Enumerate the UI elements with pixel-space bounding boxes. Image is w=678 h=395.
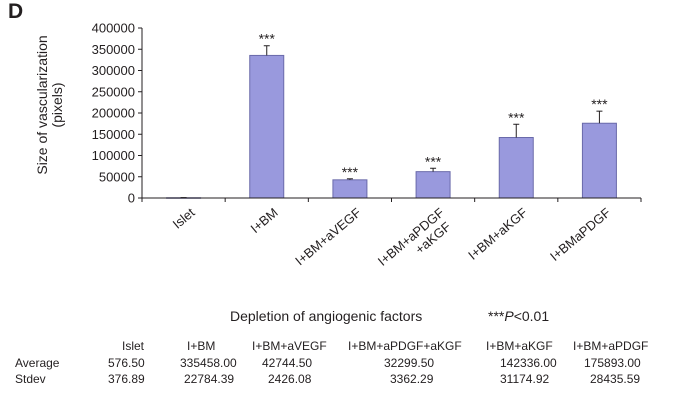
y-axis-label-line: Size of vascularization	[34, 35, 50, 174]
y-tick-label: 100000	[92, 148, 135, 163]
x-tick-label-line: I+BM	[248, 205, 281, 236]
bar	[498, 137, 534, 199]
stats-cell: 28435.59	[590, 372, 641, 386]
stats-header: I+BM+aVEGF	[252, 339, 327, 353]
y-tick-label: 200000	[92, 106, 135, 121]
bar	[415, 171, 451, 199]
y-tick-label: 0	[128, 191, 135, 206]
stats-cell: 22784.39	[184, 372, 235, 386]
stats-header-row: Islet I+BM I+BM+aVEGF I+BM+aPDGF+aKGF I+…	[0, 339, 678, 355]
stats-row-stdev: Stdev 376.89 22784.39 2426.08 3362.29 31…	[0, 372, 678, 388]
x-tick-label: I+BM+aVEGF	[292, 205, 364, 269]
bar-chart: Size of vascularization (pixels) 0 50000 10…	[34, 21, 642, 280]
y-tick-label: 400000	[92, 21, 135, 36]
stats-cell: 42744.50	[262, 356, 313, 370]
stats-cell: 3362.29	[390, 372, 434, 386]
stats-cell: 335458.00	[180, 356, 237, 370]
y-axis-label: Size of vascularization (pixels)	[34, 35, 65, 174]
significance-note-p: P	[504, 308, 514, 324]
significance-note: ***P<0.01	[488, 308, 549, 324]
x-tick-label-line: I+BM+aVEGF	[292, 205, 364, 269]
stats-header: I+BM+aPDGF	[573, 339, 649, 353]
significance-mark: ***	[591, 96, 608, 112]
y-tick-label: 150000	[92, 127, 135, 142]
stats-header: I+BM+aKGF	[486, 339, 553, 353]
stats-cell: 576.50	[108, 356, 145, 370]
y-tick-label: 300000	[92, 63, 135, 78]
stats-row-average: Average 576.50 335458.00 42744.50 32299.…	[0, 356, 678, 372]
significance-note-threshold: <0.01	[513, 308, 550, 324]
significance-mark: ***	[508, 109, 525, 125]
bar	[249, 54, 285, 199]
stats-cell: 32299.50	[384, 356, 435, 370]
stats-header: I+BM+aPDGF+aKGF	[348, 339, 462, 353]
x-axis: Islet I+BM I+BM+aVEGF I+BM+aPDGF+aKGF I+BM+a…	[141, 197, 642, 280]
stats-cell: 2426.08	[268, 372, 312, 386]
stats-row-label: Stdev	[15, 372, 46, 386]
x-axis-label: Depletion of angiogenic factors	[230, 308, 423, 324]
bars	[166, 54, 617, 199]
bar	[332, 179, 368, 199]
stats-header: Islet	[122, 339, 145, 353]
x-tick-label: I+BMaPDGF	[547, 205, 613, 264]
x-tick-label-line: I+BMaPDGF	[547, 205, 613, 264]
stats-cell: 376.89	[108, 372, 145, 386]
significance-mark: ***	[259, 31, 276, 47]
x-tick-label-line: Islet	[170, 205, 198, 232]
x-tick-label: I+BM+aPDGF+aKGF	[375, 205, 457, 280]
stats-cell: 142336.00	[500, 356, 557, 370]
y-tick-label: 350000	[92, 42, 135, 57]
significance-note-stars: ***	[488, 308, 505, 324]
y-axis: 0 50000 100000 150000 200000 250000 300000 3500…	[92, 21, 143, 206]
x-tick-label-line: I+BM+aKGF	[465, 205, 530, 263]
y-tick-label: 50000	[99, 169, 135, 184]
x-tick-label: I+BM+aKGF	[465, 205, 530, 263]
stats-row-label: Average	[15, 356, 60, 370]
error-bars	[180, 45, 603, 199]
stats-cell: 175893.00	[584, 356, 641, 370]
bar	[581, 122, 617, 199]
x-tick-label: I+BM	[248, 205, 281, 236]
panel-label: D	[8, 0, 24, 23]
significance-mark: ***	[342, 164, 359, 180]
x-tick-label: Islet	[170, 205, 198, 232]
significance-marks: *** *** *** *** ***	[259, 31, 609, 180]
y-tick-label: 250000	[92, 84, 135, 99]
y-axis-label-line: (pixels)	[49, 82, 65, 127]
significance-mark: ***	[425, 153, 442, 169]
stats-header: I+BM	[187, 339, 216, 353]
stats-cell: 31174.92	[500, 372, 550, 386]
